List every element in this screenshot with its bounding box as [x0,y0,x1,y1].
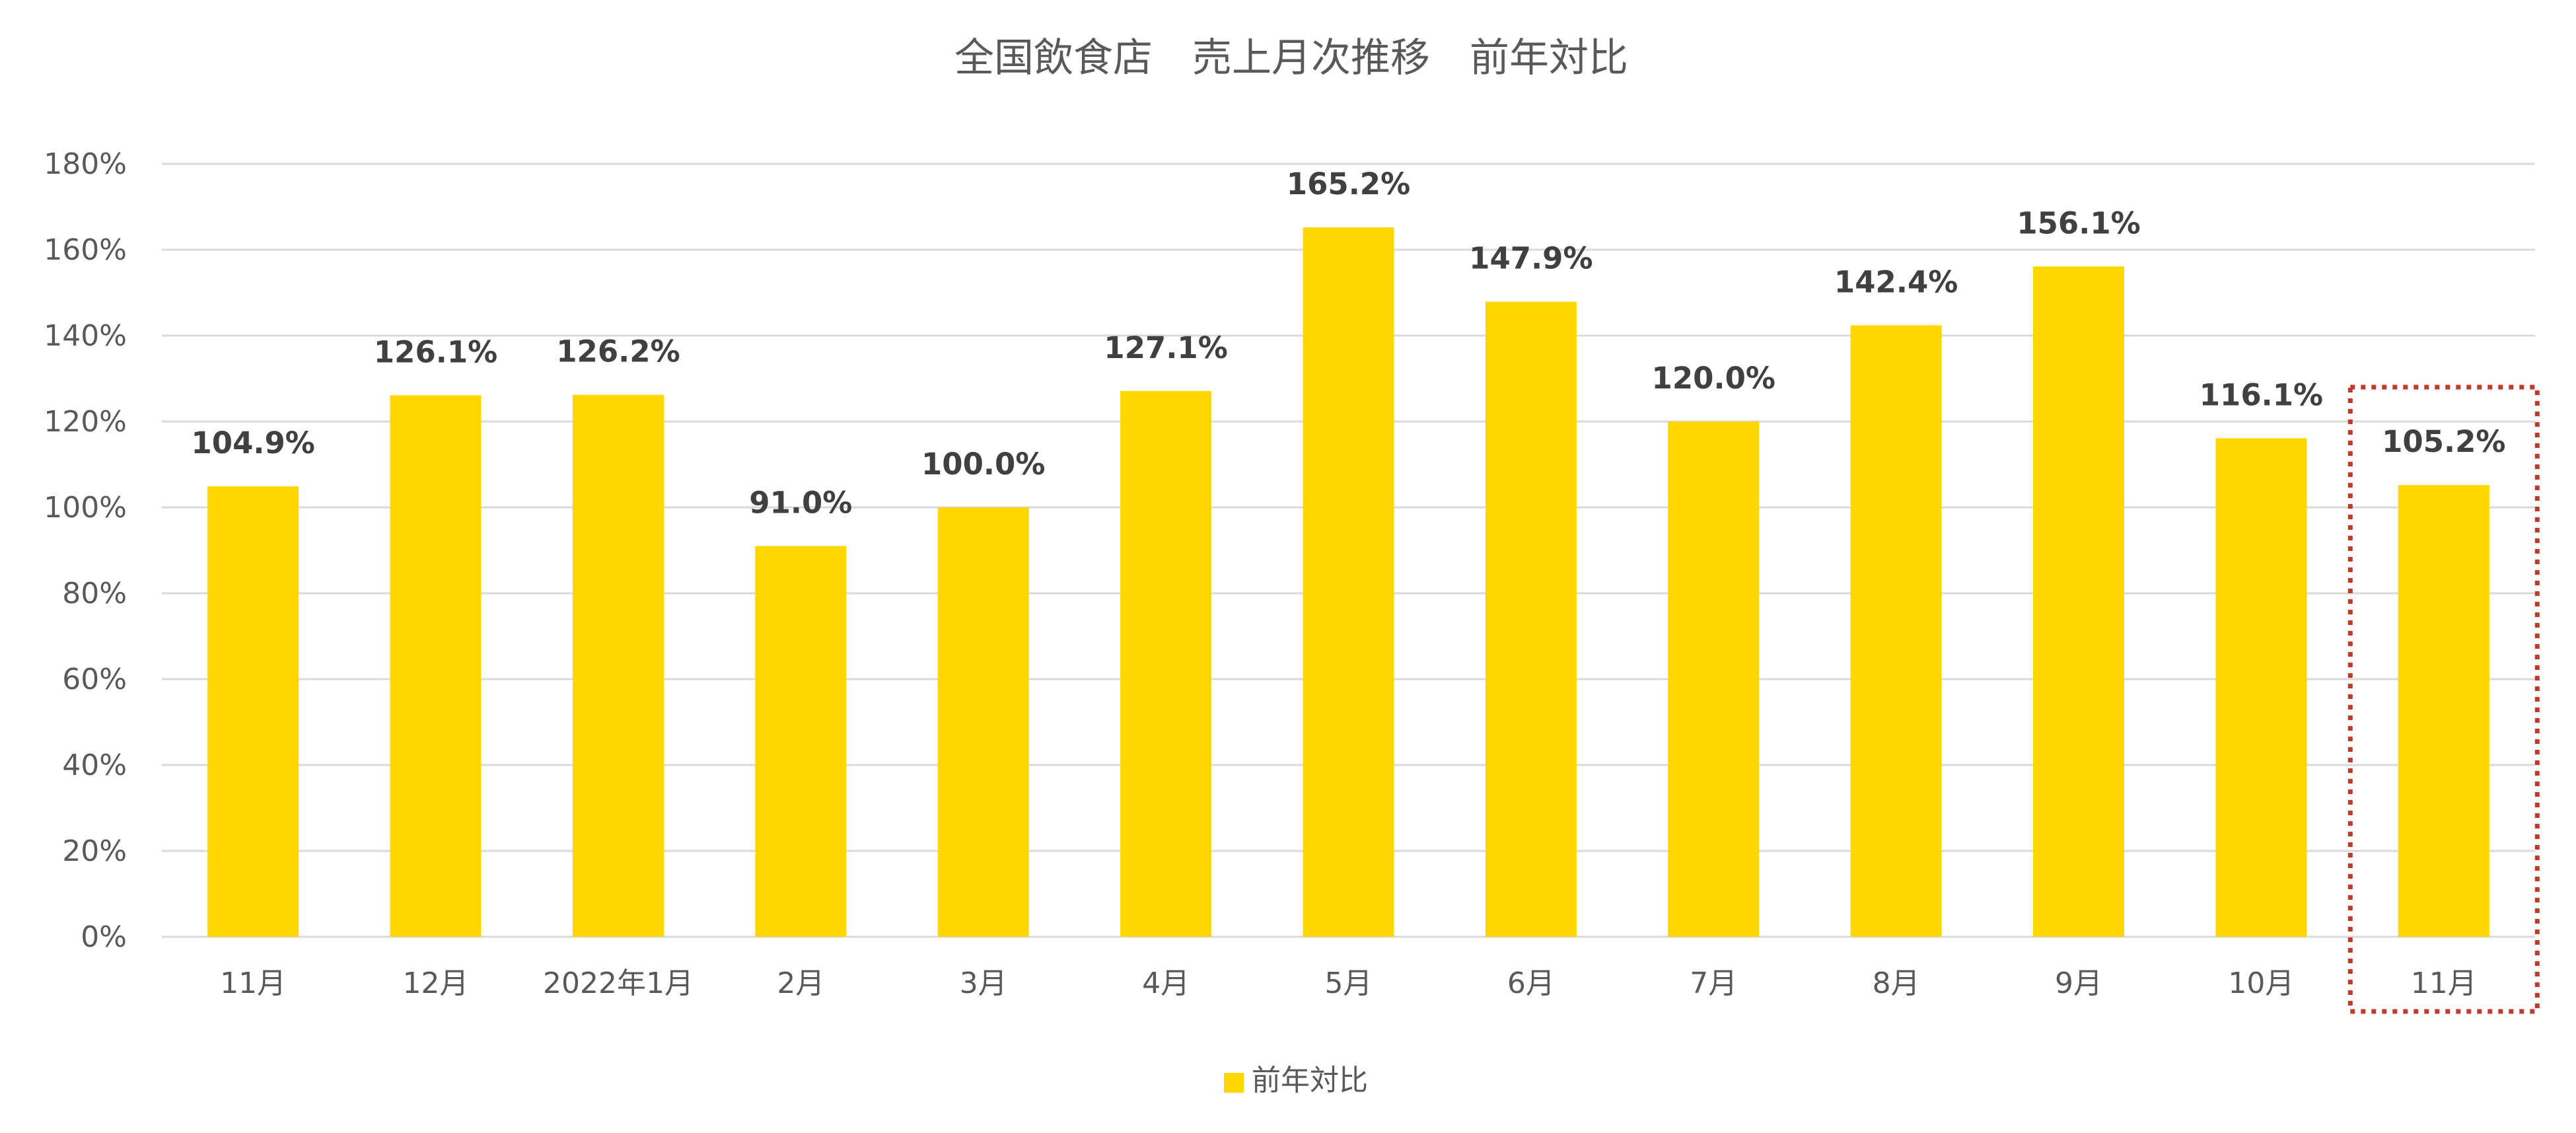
bar [2033,266,2125,937]
data-label: 126.1% [374,334,497,369]
x-tick-label: 11月 [2411,967,2477,1000]
data-label: 156.1% [2017,205,2140,240]
bar [1485,301,1577,937]
x-tick-label: 9月 [2055,967,2102,1000]
bar [207,486,299,937]
y-axis-ticks: 0% 20% 40% 60% 80% 100% 120% 140% 160% 180% [44,147,127,954]
data-label: 120.0% [1652,361,1775,396]
data-label: 91.0% [749,486,852,521]
x-tick-label: 10月 [2228,967,2294,1000]
y-tick-label: 140% [44,319,127,353]
data-label: 100.0% [921,447,1045,482]
x-tick-label: 8月 [1873,967,1920,1000]
x-tick-label: 2月 [777,967,824,1000]
x-tick-label: 4月 [1142,967,1190,1000]
y-tick-label: 100% [44,491,127,525]
legend: 前年対比 [1224,1064,1368,1097]
data-label: 165.2% [1287,166,1410,201]
bar [1120,390,1212,937]
bar [2398,485,2489,937]
y-tick-label: 120% [44,405,127,439]
bar [390,395,482,937]
y-tick-label: 60% [62,663,127,696]
data-label: 116.1% [2200,377,2323,412]
bar [937,507,1029,937]
data-label: 105.2% [2382,424,2505,459]
data-labels: 104.9% 126.1% 126.2% 91.0% 100.0% 127.1% 165.2… [191,166,2505,520]
bar [572,394,664,937]
bars [207,227,2489,937]
y-tick-label: 160% [44,233,127,267]
y-tick-label: 80% [62,577,127,610]
legend-label: 前年対比 [1252,1064,1368,1097]
highlight-box [2347,384,2540,1014]
data-label: 147.9% [1469,241,1592,276]
data-label: 104.9% [191,425,314,460]
y-tick-label: 40% [62,749,127,782]
y-tick-label: 20% [62,834,127,868]
x-tick-label: 2022年1月 [543,967,694,1000]
x-axis-ticks: 11月 12月 2022年1月 2月 3月 4月 5月 6月 7月 8月 9月 10月 11月 [220,967,2477,1000]
highlight [2347,384,2540,1014]
bar [1668,421,1760,937]
legend-swatch [1224,1073,1244,1093]
y-tick-label: 0% [81,920,127,954]
x-tick-label: 6月 [1507,967,1555,1000]
x-tick-label: 12月 [403,967,469,1000]
y-tick-label: 180% [44,147,127,181]
data-label: 126.2% [556,334,680,369]
x-tick-label: 3月 [960,967,1007,1000]
data-label: 127.1% [1104,330,1227,365]
data-label: 142.4% [1834,264,1958,299]
bar [1303,227,1394,937]
x-tick-label: 5月 [1325,967,1373,1000]
bar [2215,438,2307,937]
chart-title: 全国飲食店 売上月次推移 前年対比 [954,35,1628,81]
x-tick-label: 11月 [220,967,286,1000]
x-tick-label: 7月 [1690,967,1737,1000]
bar [1850,325,1942,937]
bar [755,546,847,937]
